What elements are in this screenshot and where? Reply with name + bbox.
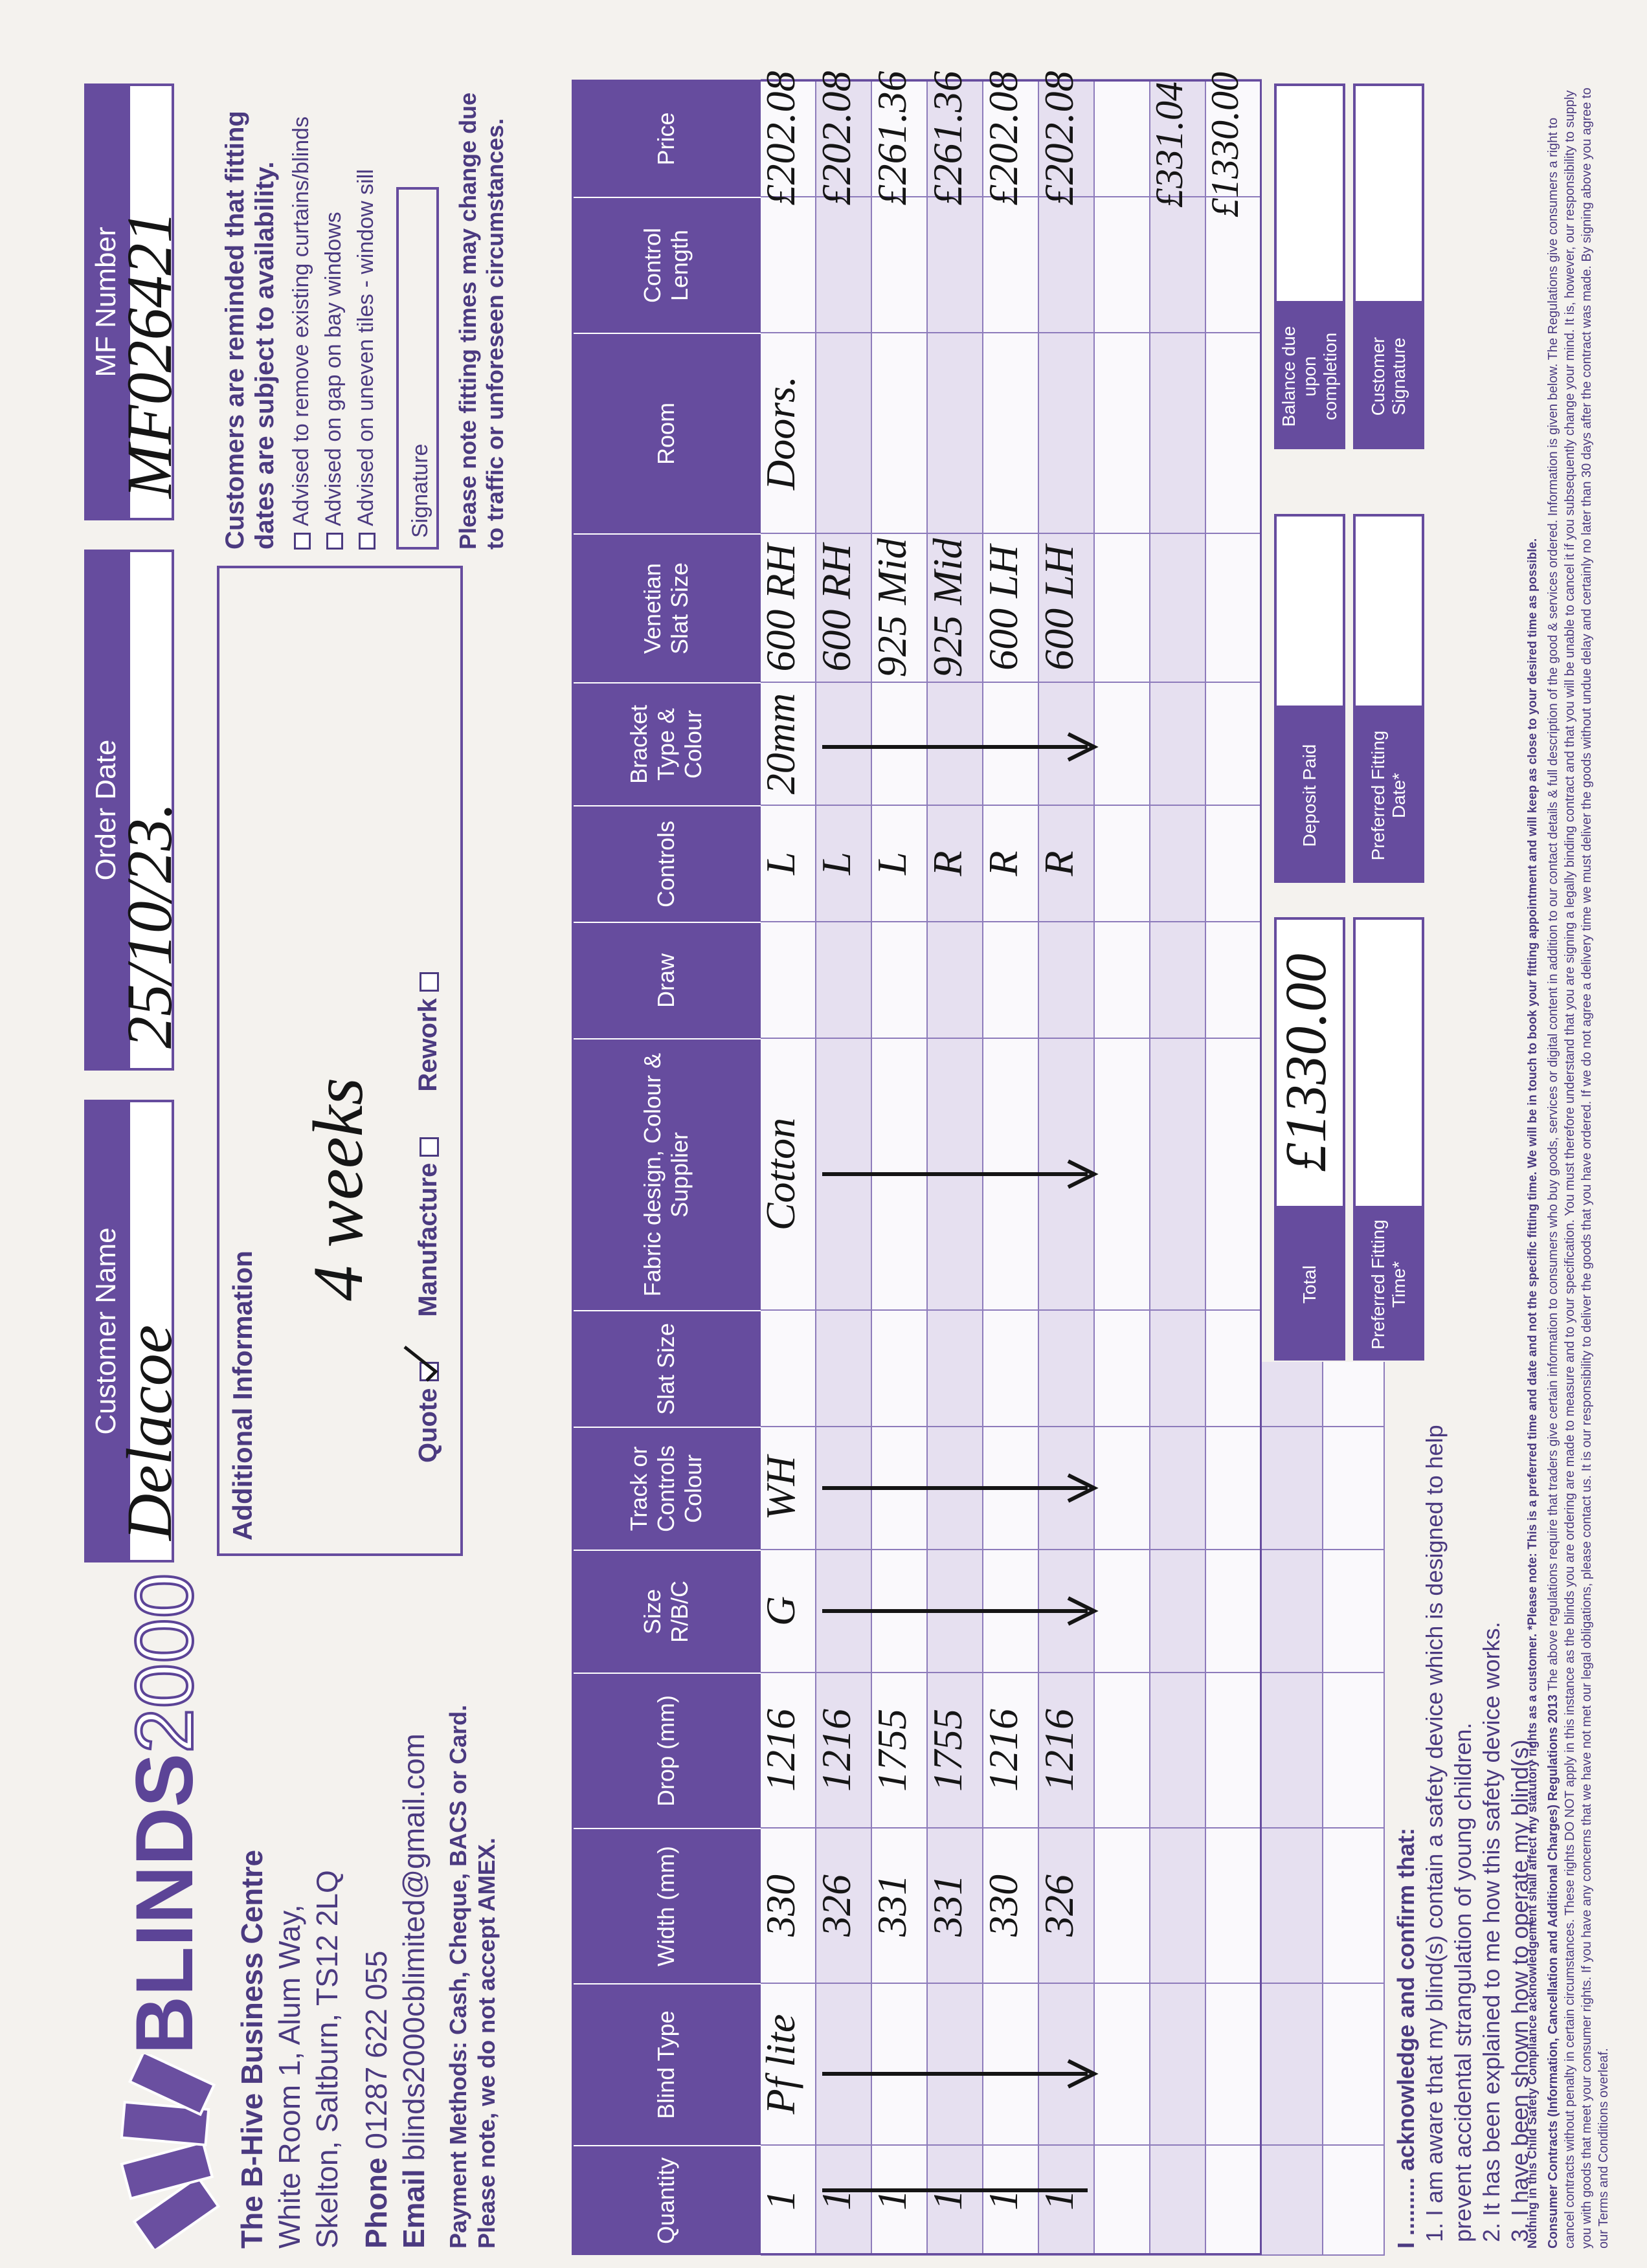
summary-box	[1274, 83, 1345, 304]
summary-box	[1274, 514, 1345, 708]
option: Quote	[403, 1346, 442, 1463]
summary-label: Preferred Fitting Time*	[1353, 1208, 1424, 1361]
footer: Nothing in this Child Safety Compliance …	[1525, 80, 1612, 2249]
summary-label: Balance due upon completion	[1274, 304, 1345, 449]
ack-item: 2. It has been explained to me how this …	[1478, 1621, 1505, 2242]
summary-box	[1353, 917, 1424, 1208]
checkbox	[403, 1346, 440, 1383]
summary-label: Deposit Paid	[1274, 708, 1345, 883]
safety-note: Nothing in this Child Safety Compliance …	[1526, 1633, 1540, 2249]
ditto-arrows	[822, 732, 1099, 2192]
additional-info-box: Additional Information 4 weeks Quote Manu…	[217, 566, 463, 1556]
summary-value: £1330.00	[1273, 953, 1338, 1172]
table-row	[1323, 1362, 1385, 2255]
acknowledgement: I ......... acknowledge and confirm that…	[1392, 1368, 1534, 2249]
summary-box	[1353, 83, 1424, 304]
summary-box	[1353, 514, 1424, 708]
summary-box: £1330.00	[1274, 917, 1345, 1208]
check-mark	[403, 1346, 439, 1383]
ack-items: 1. I am aware that my blind(s) contain a…	[1420, 1368, 1534, 2249]
summary-label: Customer Signature	[1353, 304, 1424, 449]
options: Quote ManufactureRework	[403, 927, 443, 1463]
ack-item: 1. I am aware that my blind(s) contain a…	[1421, 1425, 1476, 2242]
logo-icon	[120, 2054, 220, 2249]
fitting-note: *Please note: This is a preferred time a…	[1526, 538, 1540, 1630]
summary-label: Total	[1274, 1208, 1345, 1361]
contracts-title: Consumer Contracts (Information, Cancell…	[1546, 1694, 1560, 2249]
ack-intro: I ......... acknowledge and confirm that…	[1393, 1827, 1419, 2249]
summary-label: Preferred Fitting Date*	[1353, 708, 1424, 883]
